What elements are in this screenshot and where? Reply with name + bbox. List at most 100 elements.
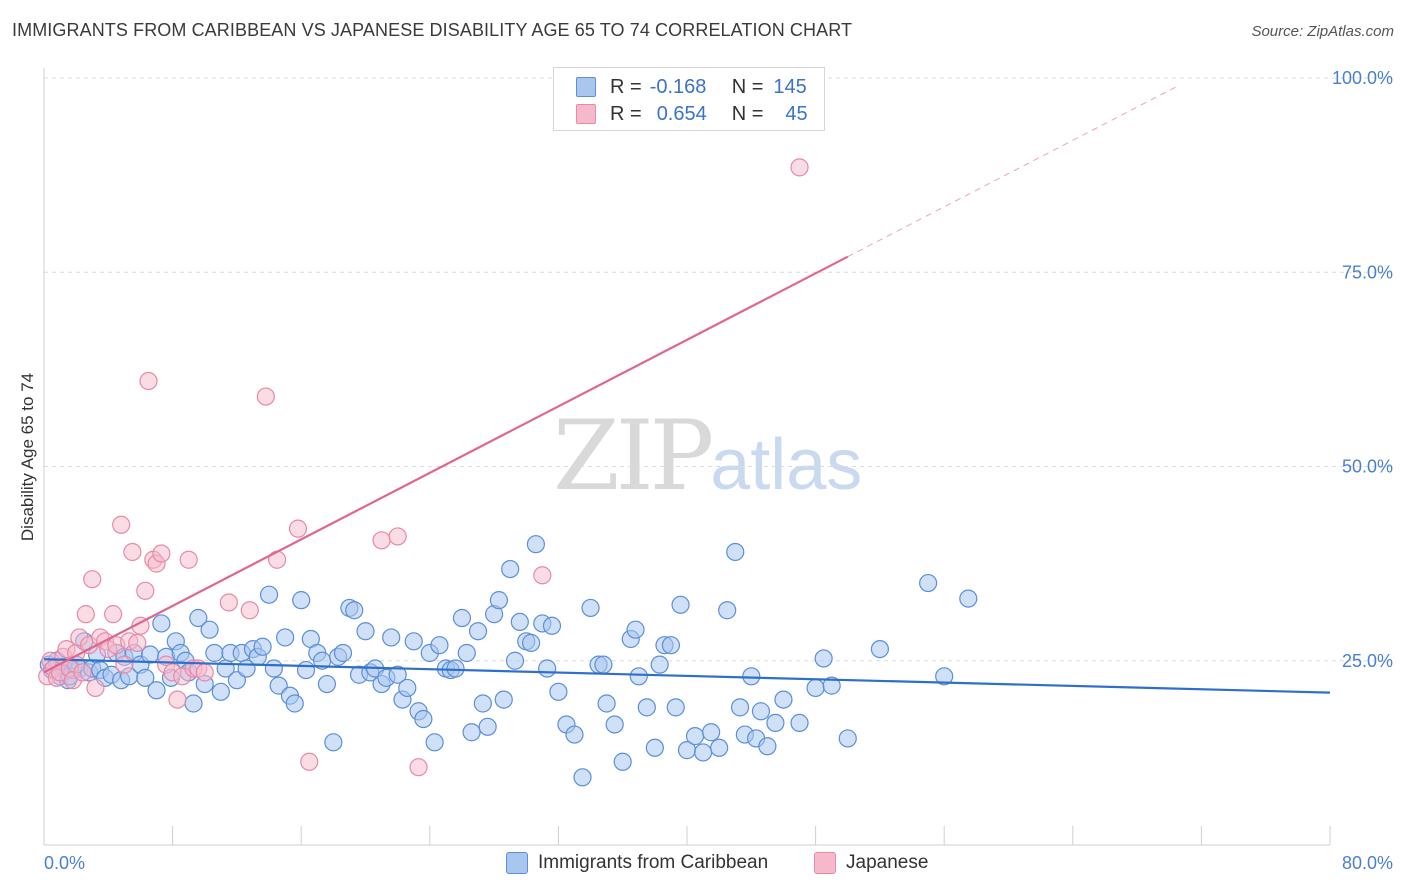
caribbean-point bbox=[822, 676, 841, 695]
legend-n-label: N = bbox=[731, 102, 764, 125]
caribbean-point bbox=[317, 674, 337, 694]
legend-row-japanese: R = 0.654 N = 45 bbox=[554, 100, 808, 128]
caribbean-point bbox=[573, 768, 592, 787]
caribbean-point bbox=[702, 723, 721, 742]
caribbean-point bbox=[345, 601, 364, 620]
correlation-legend: R = -0.168 N = 145 R = 0.654 N = 45 bbox=[553, 67, 825, 131]
caribbean-point bbox=[494, 690, 513, 709]
caribbean-point bbox=[285, 694, 304, 713]
caribbean-point bbox=[597, 694, 616, 713]
caribbean-point bbox=[264, 659, 283, 678]
legend-label-japanese: Japanese bbox=[846, 852, 929, 873]
source-label: Source: ZipAtlas.com bbox=[1251, 23, 1394, 40]
caribbean-point bbox=[718, 601, 737, 620]
caribbean-point bbox=[259, 585, 279, 604]
caribbean-point bbox=[227, 671, 246, 690]
japanese-point bbox=[152, 544, 171, 563]
japanese-point bbox=[136, 581, 155, 600]
legend-r-label: R = bbox=[610, 75, 642, 98]
japanese-point bbox=[240, 601, 259, 620]
x-tick-label-min: 0.0% bbox=[44, 853, 85, 873]
y-tick-label: 75.0% bbox=[1342, 262, 1393, 282]
japanese-point bbox=[139, 371, 158, 391]
caribbean-point bbox=[671, 595, 690, 614]
caribbean-point bbox=[661, 636, 681, 655]
japanese-point bbox=[123, 542, 142, 562]
caribbean-point bbox=[766, 713, 785, 733]
caribbean-point bbox=[489, 591, 509, 610]
caribbean-point bbox=[758, 737, 777, 756]
caribbean-point bbox=[414, 709, 433, 729]
legend-n-label: N = bbox=[731, 75, 764, 98]
caribbean-point bbox=[446, 659, 465, 678]
caribbean-point bbox=[501, 559, 520, 579]
watermark-zip: ZIP bbox=[553, 400, 714, 512]
caribbean-point bbox=[430, 636, 449, 655]
caribbean-point bbox=[205, 643, 224, 663]
caribbean-point bbox=[542, 616, 562, 635]
caribbean-point bbox=[253, 637, 272, 656]
caribbean-point bbox=[505, 651, 525, 670]
caribbean-point bbox=[292, 591, 311, 610]
japanese-point bbox=[219, 593, 238, 612]
legend-swatch-blue bbox=[576, 77, 596, 97]
caribbean-point bbox=[726, 542, 745, 562]
caribbean-point bbox=[565, 725, 584, 744]
caribbean-point bbox=[549, 682, 568, 701]
caribbean-point bbox=[919, 573, 938, 593]
japanese-point bbox=[128, 633, 147, 652]
legend-row-caribbean: R = -0.168 N = 145 bbox=[554, 73, 807, 101]
caribbean-point bbox=[538, 659, 557, 678]
caribbean-point bbox=[478, 717, 497, 736]
caribbean-point bbox=[425, 733, 444, 752]
caribbean-point bbox=[296, 660, 316, 680]
caribbean-point bbox=[473, 694, 492, 713]
caribbean-point bbox=[398, 678, 417, 698]
legend-swatch-caribbean bbox=[506, 852, 528, 874]
japanese-trend-extension bbox=[847, 84, 1180, 258]
japanese-point bbox=[83, 570, 102, 589]
caribbean-point bbox=[666, 698, 685, 717]
japanese-point bbox=[179, 550, 198, 569]
legend-item-japanese: Japanese bbox=[814, 852, 928, 874]
japanese-point bbox=[372, 531, 391, 550]
chart-title: IMMIGRANTS FROM CARIBBEAN VS JAPANESE DI… bbox=[12, 20, 853, 40]
caribbean-point bbox=[685, 727, 705, 746]
legend-r-value: -0.168 bbox=[649, 75, 707, 98]
japanese-point bbox=[112, 515, 131, 534]
japanese-point bbox=[388, 527, 407, 546]
japanese-point bbox=[86, 678, 105, 698]
caribbean-point bbox=[637, 698, 656, 717]
caribbean-point bbox=[605, 715, 624, 734]
caribbean-point bbox=[814, 649, 833, 668]
legend-r-value: 0.654 bbox=[656, 102, 707, 125]
caribbean-point bbox=[388, 665, 407, 684]
caribbean-point bbox=[200, 620, 219, 639]
caribbean-point bbox=[382, 628, 401, 647]
caribbean-point bbox=[136, 668, 155, 687]
caribbean-point bbox=[211, 682, 230, 701]
caribbean-point bbox=[626, 620, 645, 639]
caribbean-point bbox=[629, 667, 648, 686]
caribbean-point bbox=[184, 694, 203, 713]
legend-label-caribbean: Immigrants from Caribbean bbox=[538, 852, 769, 873]
japanese-point bbox=[288, 519, 308, 538]
legend-swatch-japanese bbox=[814, 852, 836, 874]
japanese-point bbox=[168, 690, 187, 709]
caribbean-point bbox=[613, 752, 632, 771]
caribbean-point bbox=[730, 698, 750, 717]
caribbean-point bbox=[452, 608, 472, 628]
caribbean-point bbox=[693, 743, 713, 762]
caribbean-point bbox=[333, 643, 353, 663]
caribbean-point bbox=[774, 690, 793, 709]
y-tick-label: 50.0% bbox=[1342, 457, 1393, 477]
caribbean-point bbox=[526, 535, 545, 554]
japanese-point bbox=[195, 663, 214, 682]
legend-item-caribbean: Immigrants from Caribbean bbox=[506, 852, 768, 874]
japanese-point bbox=[300, 752, 319, 771]
caribbean-point bbox=[269, 676, 288, 695]
caribbean-point bbox=[324, 733, 343, 752]
caribbean-point bbox=[147, 681, 166, 700]
legend-swatch-pink bbox=[576, 104, 596, 124]
